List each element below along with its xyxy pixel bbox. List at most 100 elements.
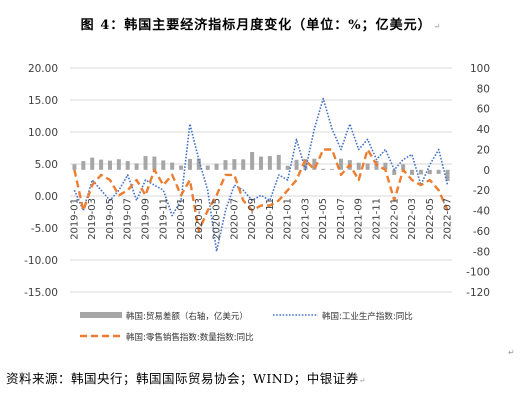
trade-balance-bar [392,169,397,175]
trade-balance-bar [152,156,157,170]
trade-balance-bar [250,152,255,170]
trade-balance-bar [338,158,343,170]
x-tick-label: 2020-09 [247,198,258,240]
x-tick-label: 2021-05 [318,198,329,240]
grid-lines [70,67,452,293]
left-tick-label: -5.00 [31,223,58,235]
trade-balance-bar [116,159,121,170]
trade-balance-bar [187,158,192,170]
trade-balance-bar [81,161,86,170]
x-axis-ticks: 2019-01 2019-03 2019-05 2019-07 2019-09 2019-… [69,198,453,240]
right-tick-label: 20 [477,144,490,156]
trade-balance-bar [161,160,166,170]
trade-balance-bar [179,165,184,170]
right-tick-label: 60 [477,104,490,116]
right-tick-label: 0 [483,165,490,177]
paragraph-mark: ↵ [358,376,366,385]
trade-balance-bar [276,154,281,170]
x-tick-label: 2019-01 [69,198,80,240]
trade-balance-bar [99,159,104,170]
x-tick-label: 2019-03 [87,198,98,240]
right-tick-label: -40 [473,206,490,218]
trade-balance-bar [267,156,272,170]
x-tick-label: 2020-05 [212,198,223,240]
trade-balance-bar [90,157,95,170]
return-mark: ↵ [508,348,515,357]
trade-balance-bar [294,159,299,170]
x-tick-label: 2021-07 [336,198,347,240]
x-tick-label: 2021-09 [354,198,365,240]
x-tick-label: 2021-11 [371,198,382,240]
legend-label: 韩国:贸易差额（右轴，亿美元） [126,311,248,322]
x-tick-label: 2019-05 [105,198,116,240]
left-tick-label: 0.00 [35,191,58,203]
trade-balance-bar [303,159,308,170]
bar-series [72,152,450,182]
figure-title-text: 图 4：韩国主要经济指标月度变化（单位：%；亿美元） [80,18,432,33]
left-tick-label: 20.00 [28,63,58,75]
x-tick-label: 2020-11 [265,198,276,240]
trade-balance-bar [134,163,139,170]
right-tick-label: -60 [473,226,490,238]
trade-balance-bar [170,162,175,170]
trade-balance-bar [223,160,228,170]
line-series [73,97,449,253]
trade-balance-bar [285,165,290,170]
trade-balance-bar [205,165,210,170]
left-axis-ticks: 20.00 15.00 10.00 5.00 0.00 -5.00 -10.00 -15.00 [24,63,58,299]
right-axis-ticks: 100 80 60 40 20 0 -20 -40 -60 -80 -100 -120 [466,63,490,299]
right-tick-label: -80 [473,246,490,258]
x-tick-label: 2021-01 [283,198,294,240]
legend: 韩国:贸易差额（右轴，亿美元） 韩国:工业生产指数:同比韩国:零售销售指数:数量指… [80,311,413,343]
trade-balance-bar [125,161,130,170]
legend-bar-swatch [80,312,122,318]
right-tick-label: 40 [477,124,490,136]
x-tick-label: 2022-01 [389,198,400,240]
trade-balance-bar [410,169,415,175]
right-tick-label: -120 [466,287,490,299]
trade-balance-bar [143,156,148,170]
trade-balance-bar [427,169,432,175]
x-tick-label: 2019-11 [158,198,169,240]
retail-sales-line [73,148,449,233]
x-tick-label: 2019-07 [123,198,134,240]
left-tick-label: 15.00 [28,95,58,107]
trade-balance-bar [321,168,326,170]
x-tick-label: 2020-01 [176,198,187,240]
trade-balance-bar [72,164,77,170]
trade-balance-bar [312,158,317,170]
legend-label: 韩国:工业生产指数:同比 [322,311,413,322]
trade-balance-bar [436,169,441,174]
x-tick-label: 2022-07 [443,198,454,240]
trade-balance-bar [214,163,219,170]
trade-balance-bar [445,169,450,182]
x-tick-label: 2020-03 [194,198,205,240]
trade-balance-bar [241,159,246,170]
figure-title: 图 4：韩国主要经济指标月度变化（单位：%；亿美元） ↵ [0,14,522,33]
source-note: 资料来源：韩国央行；韩国国际贸易协会；WIND；中银证券↵ [6,368,366,387]
x-tick-label: 2022-03 [407,198,418,240]
trade-balance-bar [259,156,263,170]
chart: 20.00 15.00 10.00 5.00 0.00 -5.00 -10.00 -15.00… [24,63,490,343]
trade-balance-bar [330,168,335,170]
trade-balance-bar [401,164,406,170]
right-tick-label: -20 [473,185,490,197]
right-tick-label: -100 [466,267,490,279]
trade-balance-bar [418,169,423,175]
left-tick-label: -10.00 [24,255,58,267]
right-tick-label: 80 [477,83,490,95]
x-tick-label: 2020-07 [229,198,240,240]
source-text: 资料来源：韩国央行；韩国国际贸易协会；WIND；中银证券 [6,371,359,386]
x-tick-label: 2021-03 [300,198,311,240]
right-tick-label: 100 [470,63,490,75]
trade-balance-bar [232,159,237,170]
left-tick-label: -15.00 [24,287,58,299]
trade-balance-bar [196,158,201,170]
trade-balance-bar [356,162,361,170]
left-tick-label: 5.00 [35,159,58,171]
trade-balance-bar [365,163,370,170]
trade-balance-bar [383,162,388,170]
x-tick-label: 2022-05 [425,198,436,240]
paragraph-mark: ↵ [433,22,442,31]
legend-label: 韩国:零售销售指数:数量指数:同比 [126,332,254,343]
